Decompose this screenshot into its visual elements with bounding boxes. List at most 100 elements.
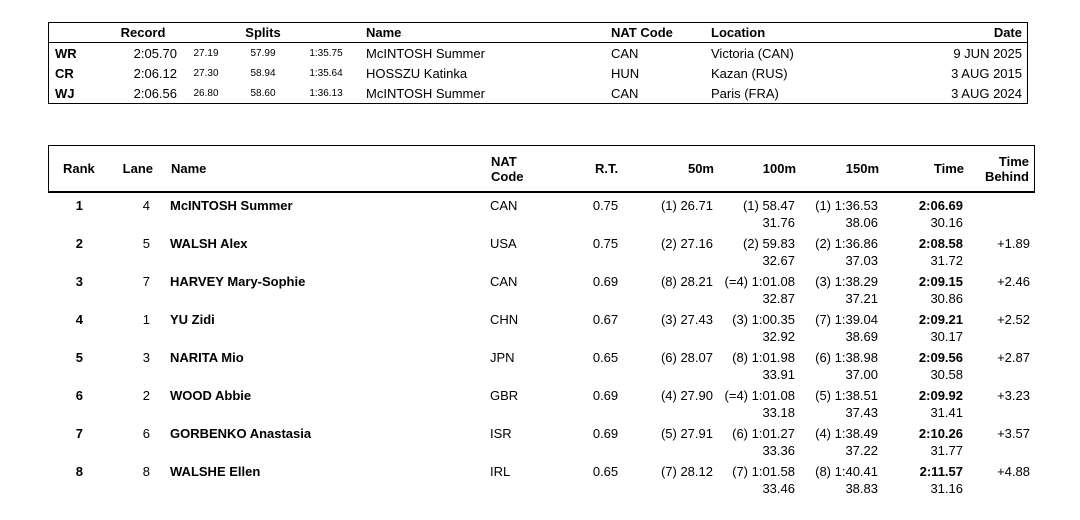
swimmer-name: HARVEY Mary-Sophie: [170, 274, 306, 289]
lane-value: 5: [142, 236, 150, 251]
time-behind-value: +3.57: [997, 426, 1030, 441]
rank-value: 4: [75, 312, 83, 327]
records-table: Record Splits Name NAT Code Location Dat…: [48, 22, 1028, 104]
150m-time: (7) 1:39.04: [815, 312, 878, 327]
rank-value: 3: [75, 274, 83, 289]
final-50m-split: 30.86: [930, 291, 963, 306]
record-location: Kazan (RUS): [711, 65, 788, 81]
swimmer-name: WALSH Alex: [170, 236, 248, 251]
record-split-50m: 26.80: [193, 87, 219, 99]
50m-time: (3) 27.43: [660, 312, 713, 327]
100m-time: (=4) 1:01.08: [724, 388, 795, 403]
nat-code-value: GBR: [490, 388, 519, 403]
nat-code-value: CAN: [490, 198, 518, 213]
location-header: Location: [711, 25, 766, 40]
record-holder-name: McINTOSH Summer: [366, 85, 485, 101]
record-time: 2:05.70: [133, 45, 177, 61]
100m-split: 33.18: [762, 405, 795, 420]
swimmer-name: GORBENKO Anastasia: [170, 426, 312, 441]
nat-code-header: NAT Code: [491, 153, 524, 184]
lane-value: 6: [142, 426, 150, 441]
final-50m-split: 31.72: [930, 253, 963, 268]
table-row: 7 6 GORBENKO Anastasia ISR 0.69 (5) 27.9…: [48, 421, 1035, 459]
records-table-header: Record Splits Name NAT Code Location Dat…: [49, 23, 1027, 43]
results-table-header: Rank Lane Name NAT Code R.T. 50m 100m 15…: [48, 145, 1035, 193]
record-date: 9 JUN 2025: [953, 45, 1022, 61]
records-table-body: WR 2:05.70 27.19 57.99 1:35.75 McINTOSH …: [49, 43, 1027, 103]
rank-value: 5: [75, 350, 83, 365]
reaction-time-value: 0.65: [592, 350, 619, 365]
record-nat-code: CAN: [611, 45, 639, 61]
lane-value: 8: [142, 464, 150, 479]
nat-code-value: ISR: [490, 426, 512, 441]
record-location: Victoria (CAN): [711, 45, 794, 61]
lane-value: 4: [142, 198, 150, 213]
lane-header: Lane: [122, 161, 153, 176]
rank-header: Rank: [63, 161, 95, 176]
swimmer-name: WALSHE Ellen: [170, 464, 261, 479]
100m-header: 100m: [762, 161, 796, 176]
record-type-label: WR: [55, 45, 77, 61]
reaction-time-value: 0.75: [592, 198, 619, 213]
swimmer-name: NARITA Mio: [170, 350, 244, 365]
100m-time: (7) 1:01.58: [732, 464, 795, 479]
record-header: Record: [120, 25, 166, 40]
100m-split: 32.92: [762, 329, 795, 344]
record-split-150m: 1:35.64: [309, 67, 343, 79]
150m-time: (8) 1:40.41: [815, 464, 878, 479]
record-time: 2:06.56: [133, 85, 177, 101]
results-table: Rank Lane Name NAT Code R.T. 50m 100m 15…: [48, 145, 1035, 497]
rank-value: 8: [75, 464, 83, 479]
name-header: Name: [171, 161, 207, 176]
record-date: 3 AUG 2024: [951, 85, 1022, 101]
record-split-100m: 58.60: [250, 87, 276, 99]
final-50m-split: 30.16: [930, 215, 963, 230]
record-holder-name: HOSSZU Katinka: [366, 65, 468, 81]
100m-time: (6) 1:01.27: [732, 426, 795, 441]
record-split-100m: 58.94: [250, 67, 276, 79]
150m-split: 37.22: [845, 443, 878, 458]
name-header: Name: [366, 25, 402, 40]
final-time: 2:06.69: [918, 198, 963, 213]
rank-value: 2: [75, 236, 83, 251]
final-50m-split: 31.16: [930, 481, 963, 496]
150m-split: 37.21: [845, 291, 878, 306]
50m-time: (5) 27.91: [660, 426, 713, 441]
rank-value: 1: [75, 198, 83, 213]
splits-header: Splits: [245, 25, 281, 40]
100m-time: (2) 59.83: [742, 236, 795, 251]
final-50m-split: 30.58: [930, 367, 963, 382]
swimmer-name: YU Zidi: [170, 312, 215, 327]
record-location: Paris (FRA): [711, 85, 779, 101]
150m-time: (5) 1:38.51: [815, 388, 878, 403]
time-behind-value: +2.87: [997, 350, 1030, 365]
final-50m-split: 30.17: [930, 329, 963, 344]
100m-split: 33.91: [762, 367, 795, 382]
final-time: 2:08.58: [918, 236, 963, 251]
50m-time: (2) 27.16: [660, 236, 713, 251]
table-row: 4 1 YU Zidi CHN 0.67 (3) 27.43 (3) 1:00.…: [48, 307, 1035, 345]
150m-header: 150m: [845, 161, 879, 176]
record-split-50m: 27.30: [193, 67, 219, 79]
time-behind-header: Time Behind: [984, 153, 1029, 184]
table-row: 2 5 WALSH Alex USA 0.75 (2) 27.16 (2) 59…: [48, 231, 1035, 269]
nat-code-value: IRL: [490, 464, 511, 479]
record-date: 3 AUG 2015: [951, 65, 1022, 81]
100m-split: 33.36: [762, 443, 795, 458]
time-behind-value: +3.23: [997, 388, 1030, 403]
table-row: 5 3 NARITA Mio JPN 0.65 (6) 28.07 (8) 1:…: [48, 345, 1035, 383]
time-behind-value: [963, 198, 1035, 214]
record-nat-code: HUN: [611, 65, 640, 81]
time-behind-value: +1.89: [997, 236, 1030, 251]
record-split-50m: 27.19: [193, 47, 219, 59]
reaction-time-value: 0.69: [592, 388, 619, 403]
50m-time: (1) 26.71: [660, 198, 713, 213]
100m-split: 31.76: [762, 215, 795, 230]
150m-split: 37.43: [845, 405, 878, 420]
nat-code-header: NAT Code: [611, 25, 673, 40]
final-time: 2:09.15: [918, 274, 963, 289]
100m-time: (3) 1:00.35: [732, 312, 795, 327]
swimmer-name: WOOD Abbie: [170, 388, 252, 403]
final-time: 2:09.21: [918, 312, 963, 327]
reaction-time-value: 0.67: [592, 312, 619, 327]
